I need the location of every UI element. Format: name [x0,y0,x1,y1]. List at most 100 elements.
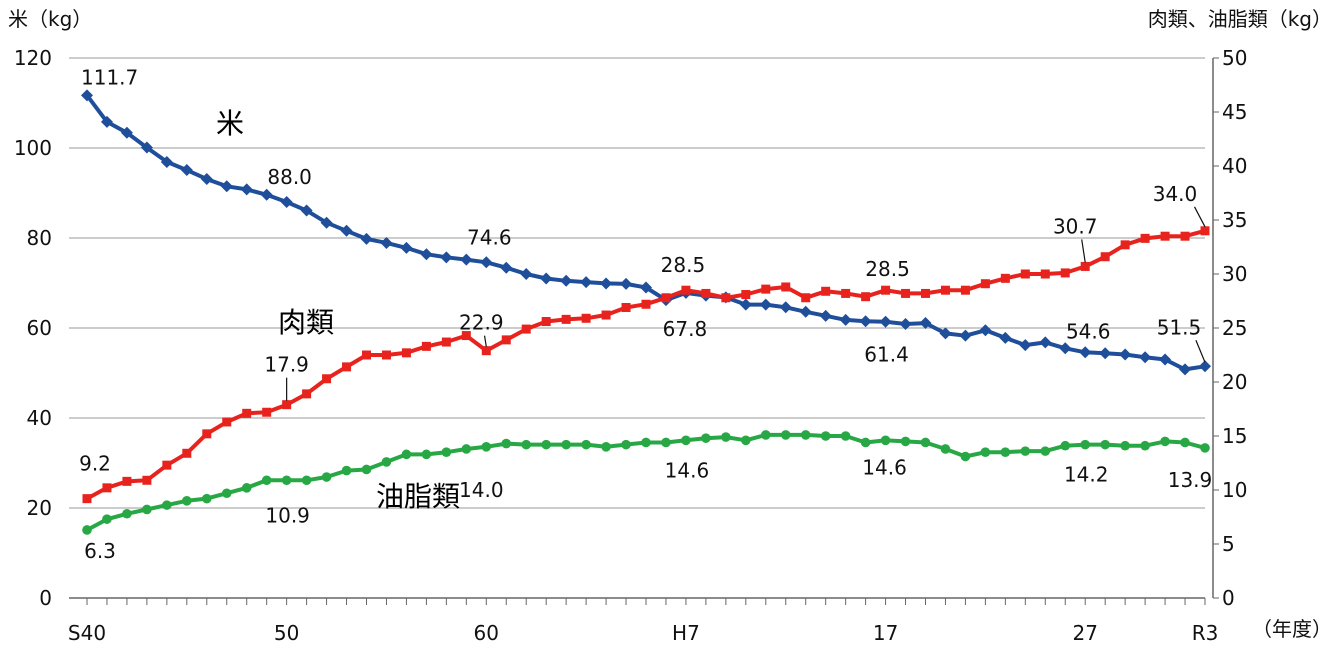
data-point [501,438,512,449]
data-point [381,457,392,467]
data-point [1040,446,1051,456]
data-point [461,444,472,454]
data-point [1059,342,1072,355]
x-tick-label: R3 [1192,621,1219,645]
data-label: 17.9 [264,353,309,377]
series-line-circle [86,432,1206,532]
data-point [400,241,413,254]
data-label: 88.0 [267,165,312,189]
data-point [162,460,172,470]
y-right-tick-label: 0 [1222,586,1235,610]
y-left-tick-label: 100 [14,136,52,160]
data-point [859,315,872,328]
data-point [322,374,332,384]
data-point [960,451,971,462]
data-point [799,305,812,318]
x-tick-label: H7 [672,621,700,645]
y-right-tick-label: 45 [1222,100,1247,124]
data-labels: 111.7 88.0 74.6 67.8 61.4 54.6 51.5 9.2 17.9 22.9… [79,65,1212,563]
data-point [601,442,611,452]
data-point [420,248,433,261]
data-point [899,317,912,330]
y-right-tick-label: 15 [1222,424,1247,448]
data-point [221,488,232,499]
right-axis-title: 肉類、油脂類（kg） [1148,7,1332,31]
data-label: 14.6 [665,458,710,482]
data-point [580,276,593,289]
data-point [701,288,711,298]
data-point [779,301,792,314]
data-point [621,302,631,312]
data-point [1079,346,1092,359]
data-point [122,508,132,519]
data-label: 74.6 [467,225,512,249]
data-point [620,277,633,290]
data-point [262,407,272,417]
data-point [901,288,911,298]
data-point [739,298,752,311]
data-label: 9.2 [79,452,111,476]
data-point [180,164,193,177]
data-point [302,389,312,399]
data-point [661,437,671,448]
data-point [1040,269,1050,279]
data-point [381,350,391,360]
data-point [260,188,273,201]
data-point [640,281,652,294]
data-point [1099,347,1112,360]
data-point [600,277,613,290]
data-point [200,173,213,186]
data-point [102,514,112,524]
data-point [160,155,173,168]
x-tick-label: 60 [474,621,499,645]
data-point [361,464,372,475]
data-point [1120,440,1130,451]
data-point [860,437,871,448]
data-point [240,183,253,196]
data-point [360,232,373,245]
data-point [1159,353,1172,366]
data-point [879,315,892,328]
series-label-rice: 米 [216,107,244,140]
data-point [880,435,891,446]
data-point [520,268,533,280]
data-point [980,279,990,289]
data-point [120,126,133,139]
data-point [621,439,631,450]
data-label: 67.8 [663,317,708,341]
data-point [560,274,573,287]
data-label: 30.7 [1053,214,1098,238]
data-point [861,292,871,302]
data-point [1179,363,1192,376]
y-right-tick-label: 50 [1222,46,1247,70]
data-point [681,435,691,446]
data-point [1039,336,1052,349]
data-point [202,429,212,439]
data-point [920,437,931,448]
data-point [1180,231,1190,241]
data-point [701,433,711,443]
data-point [541,317,551,327]
data-point [561,439,571,450]
data-point [242,408,252,418]
y-left-tick-label: 20 [27,496,52,520]
x-tick-label: 17 [873,621,898,645]
data-point [1019,339,1032,352]
series-layer [81,89,1211,535]
data-point [342,362,352,372]
data-point [721,293,731,303]
data-point [440,251,453,264]
data-point [162,500,172,510]
data-point [1000,447,1011,458]
data-label: 14.6 [862,455,907,479]
data-label: 10.9 [265,503,310,527]
data-point [819,309,832,322]
data-point [481,346,491,356]
data-point [601,310,611,320]
x-tick-label: 27 [1072,621,1097,645]
data-point [241,483,252,493]
data-point [1140,233,1150,243]
data-point [661,293,671,303]
data-point [1100,252,1110,262]
